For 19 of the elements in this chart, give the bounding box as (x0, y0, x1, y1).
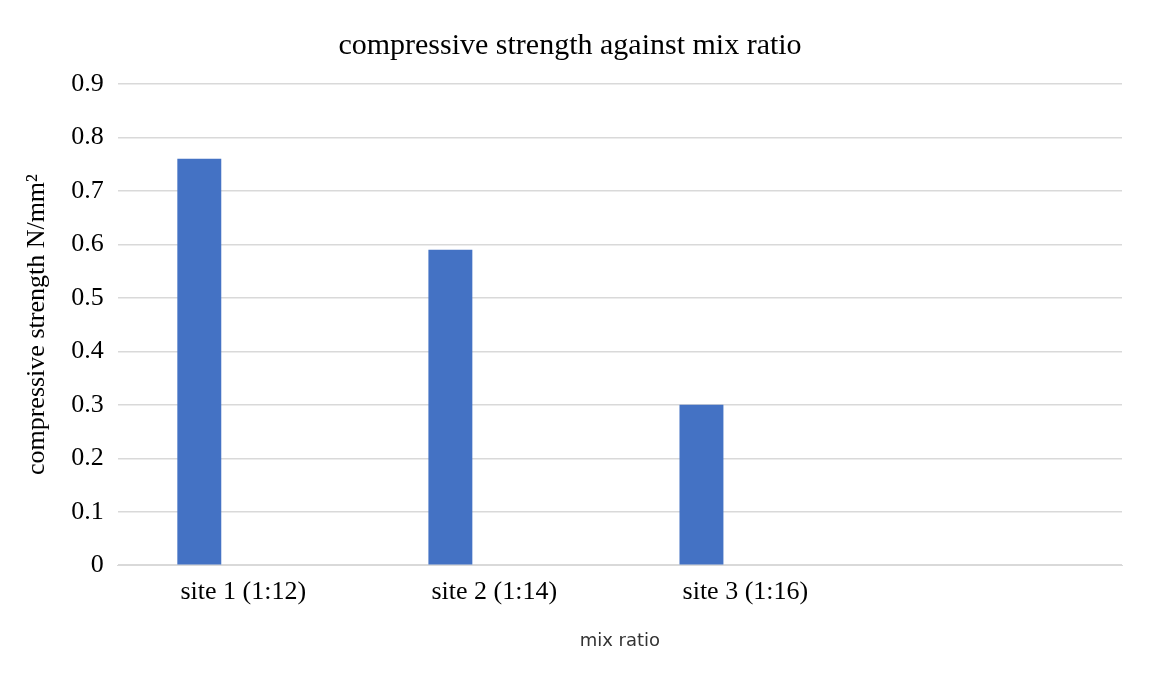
y-tick-label: 0.2 (71, 442, 104, 472)
y-tick-label: 0.3 (71, 388, 104, 418)
y-tick-label: 0 (90, 549, 104, 579)
chart-title: compressive strength against mix ratio (338, 26, 802, 60)
bar (679, 404, 724, 565)
bar (177, 158, 222, 565)
y-tick-label: 0.5 (71, 281, 104, 311)
x-tick-label: site 3 (1:16) (682, 575, 809, 605)
x-tick-label: site 1 (1:12) (180, 575, 307, 605)
y-tick-label: 0.1 (71, 495, 104, 525)
y-tick-label: 0.8 (71, 121, 104, 151)
y-tick-label: 0.4 (71, 335, 104, 365)
y-tick-label: 0.9 (71, 67, 104, 97)
x-axis-title: mix ratio (579, 628, 661, 650)
x-tick-label: site 2 (1:14) (431, 575, 558, 605)
y-tick-label: 0.7 (71, 174, 104, 204)
bar (428, 249, 473, 565)
y-tick-label: 0.6 (71, 228, 104, 258)
y-axis-title: compressive strength N/mm² (21, 173, 51, 476)
